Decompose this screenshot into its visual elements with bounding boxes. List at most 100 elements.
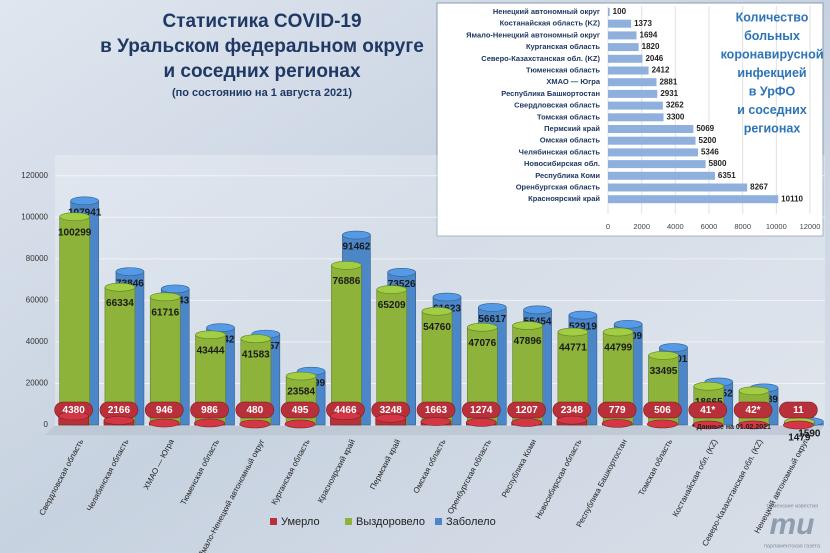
chart-title: больных — [744, 29, 800, 43]
bar-cap — [331, 261, 362, 270]
value-label: 5800 — [709, 159, 727, 168]
bar-cap — [523, 305, 552, 315]
bar-cap — [601, 419, 633, 428]
y-tick-label: Республика Коми — [535, 171, 600, 180]
bar-cap — [376, 285, 408, 294]
bar — [608, 78, 657, 87]
value-label: 42* — [746, 405, 761, 416]
y-tick-label: Томская область — [537, 112, 600, 121]
bar-cap — [511, 418, 542, 427]
value-label: 91462 — [343, 242, 371, 253]
legend-swatch — [345, 518, 352, 525]
value-label: 66334 — [106, 298, 134, 309]
bar-cap — [239, 419, 271, 429]
bar-cap — [195, 330, 226, 340]
y-tick-label: Пермский край — [544, 124, 600, 133]
bar-cap — [59, 212, 90, 221]
bar — [608, 8, 610, 16]
bar — [59, 216, 90, 426]
bar-cap — [104, 282, 136, 292]
value-label: 73526 — [388, 279, 416, 290]
value-label: 2412 — [652, 66, 670, 75]
y-tick-label: Челябинская область — [519, 147, 601, 156]
bar-cap — [783, 420, 814, 430]
x-tick-label: 4000 — [667, 222, 684, 231]
label-pill — [733, 401, 773, 419]
bar-cap — [693, 381, 725, 391]
bar-cap — [284, 419, 316, 429]
label-pill — [190, 401, 229, 419]
value-label: 10110 — [781, 194, 803, 203]
bar-cap — [602, 327, 634, 337]
y-tick-label: 80000 — [26, 254, 49, 263]
floor — [45, 425, 825, 435]
value-label: 41* — [700, 405, 715, 416]
chart-title: в УрФО — [749, 84, 796, 98]
bar-cap — [103, 416, 135, 425]
bar-cap — [659, 343, 688, 352]
bar — [331, 265, 362, 426]
label-pill — [507, 401, 546, 419]
value-label: 54760 — [423, 322, 451, 333]
legend-swatch — [435, 518, 442, 525]
value-label: 4380 — [63, 405, 86, 416]
logo-mark: ти — [770, 508, 815, 541]
value-label: 8267 — [750, 183, 768, 192]
bar-cap — [148, 418, 180, 428]
label-pill — [280, 401, 320, 419]
x-tick-label: 8000 — [734, 222, 751, 231]
bar-cap — [160, 284, 190, 294]
bar-cap — [432, 292, 462, 302]
bar-cap — [387, 267, 417, 277]
chart-title: коронавирусной — [721, 47, 824, 61]
y-tick-label: 0 — [44, 420, 49, 429]
inset-chart: 0 2000 4000 6000 8000 10000 12000 Ненецкий авто… — [466, 6, 823, 231]
label-pill — [688, 401, 728, 419]
bar-cap — [648, 351, 679, 360]
value-label: 5069 — [696, 124, 714, 133]
value-label: 23584 — [287, 387, 315, 398]
value-label: 5200 — [699, 136, 717, 145]
value-label: 495 — [292, 405, 309, 416]
value-label: 480 — [246, 405, 263, 416]
bar — [608, 43, 639, 52]
value-label: 1207 — [515, 405, 538, 416]
bar-cap — [285, 371, 317, 381]
bar-cap — [613, 319, 643, 329]
legend-label: Заболело — [446, 516, 496, 528]
value-label: 73846 — [116, 278, 144, 289]
value-label: 11 — [793, 405, 804, 416]
bar-cap — [194, 418, 225, 428]
bar-cap — [466, 322, 498, 332]
bar — [608, 19, 632, 28]
value-label: 6351 — [718, 171, 736, 180]
value-label: 1694 — [640, 31, 658, 40]
logo-top: тюменские известия — [766, 503, 818, 509]
bar-cap — [737, 420, 769, 430]
note: * Данные на 01.02.2021 — [692, 424, 771, 431]
label-pill — [779, 401, 818, 419]
value-label: 76886 — [333, 276, 361, 287]
value-label: 1479 — [788, 433, 811, 444]
chart-title: Количество — [736, 10, 809, 24]
value-label: 3248 — [380, 405, 403, 416]
y-tick-label: Ямало-Ненецкий автономный округ — [466, 30, 600, 39]
value-label: 4466 — [334, 405, 357, 416]
x-tick-label: 2000 — [633, 222, 650, 231]
value-label: 2881 — [659, 77, 677, 86]
chart-title: регионах — [744, 121, 801, 135]
bar-cap — [58, 411, 89, 421]
bar-cap — [421, 306, 453, 316]
x-tick-label: 10000 — [766, 222, 787, 231]
bar-cap — [375, 413, 407, 423]
y-tick-label: Ненецкий автономный округ — [493, 7, 600, 16]
value-label: 1373 — [634, 19, 652, 28]
bar-cap — [568, 310, 598, 320]
bar — [608, 183, 748, 192]
value-label: 100 — [613, 7, 627, 16]
chart-title: и соседних регионах — [163, 61, 360, 82]
value-label: 946 — [156, 405, 173, 416]
bar — [608, 171, 715, 180]
y-tick-label: Оренбургская область — [516, 182, 601, 191]
